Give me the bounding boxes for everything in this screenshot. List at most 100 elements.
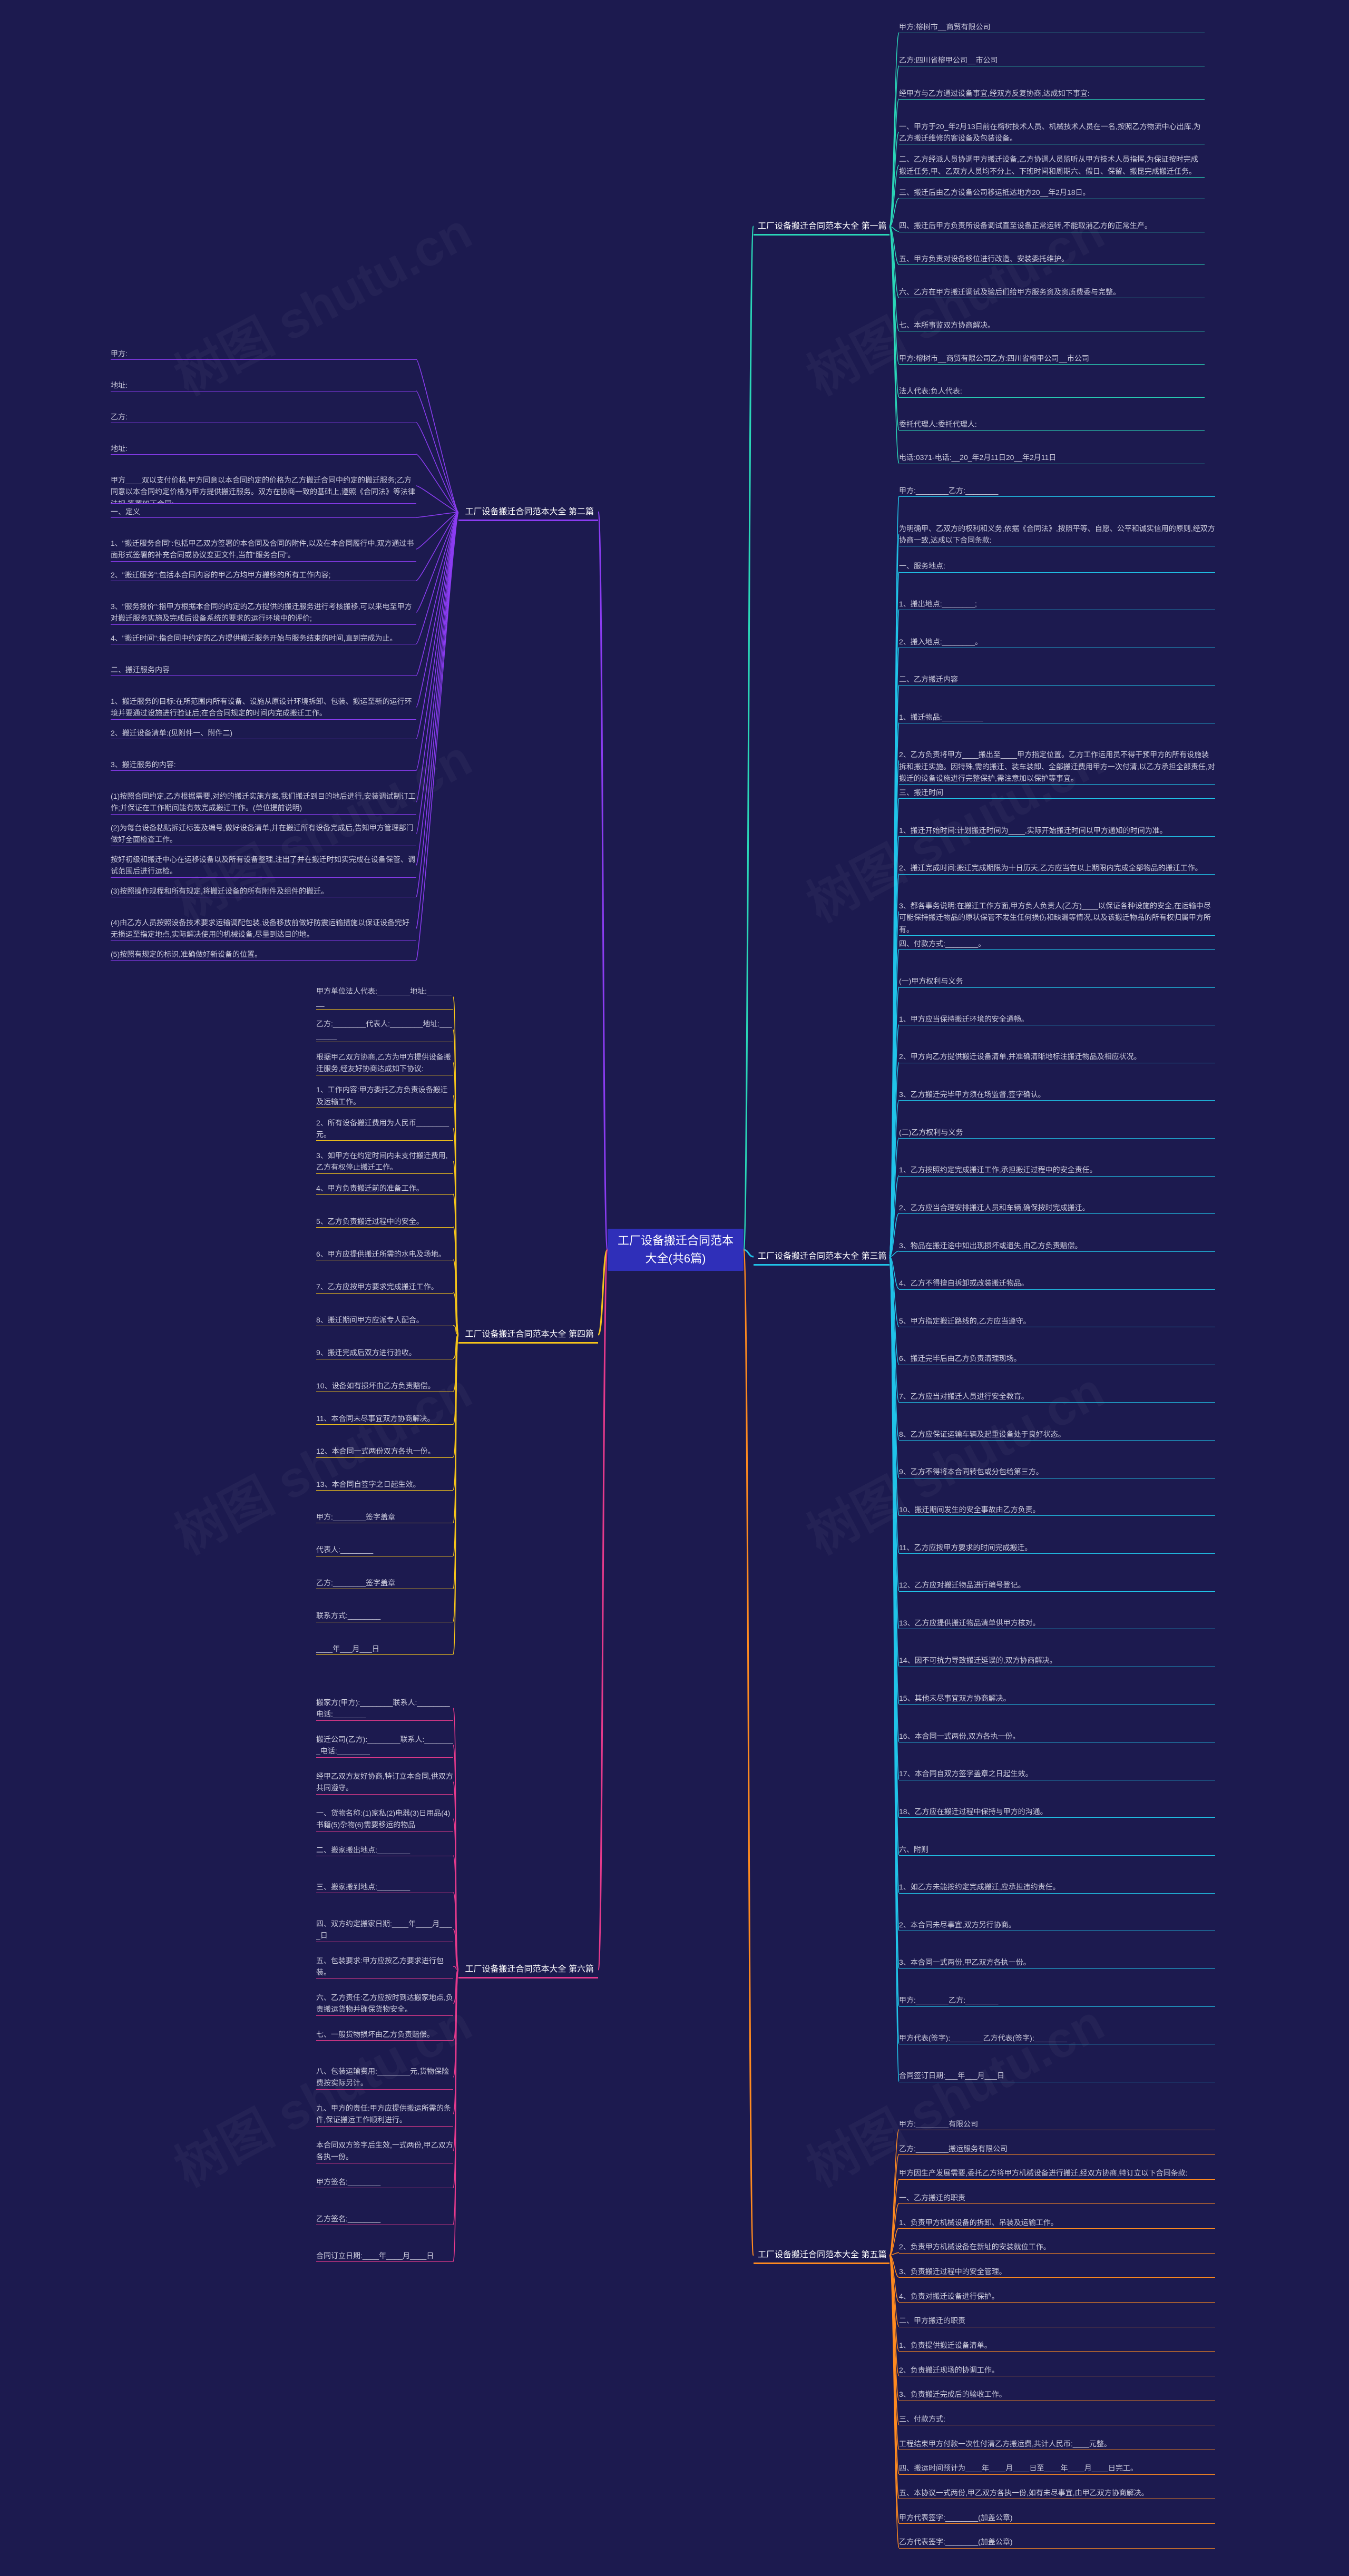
topic-b1-7[interactable]: 五、甲方负责对设备移位进行改造、安装委托维护。: [899, 253, 1205, 266]
topic-b1-13[interactable]: 电话:0371-电话:__20_年2月11日20__年2月11日: [899, 452, 1205, 464]
topic-b3-10[interactable]: 2、搬迁完成时间:搬迁完成期限为十日历天,乙方应当在以上期限内完成全部物品的搬迁…: [899, 862, 1215, 875]
topic-b3-22[interactable]: 5、甲方指定搬迁路线的,乙方应当遵守。: [899, 1315, 1215, 1328]
topic-b2-2[interactable]: 乙方:: [111, 411, 416, 424]
topic-b4-14[interactable]: 12、本合同一式两份双方各执一份。: [316, 1445, 453, 1458]
topic-b3-4[interactable]: 2、搬入地点:________。: [899, 636, 1215, 648]
topic-b4-12[interactable]: 10、设备如有损坏由乙方负责赔偿。: [316, 1380, 453, 1392]
topic-b4-5[interactable]: 3、如甲方在约定时间内未支付搬迁费用,乙方有权停止搬迁工作。: [316, 1150, 453, 1174]
topic-b3-23[interactable]: 6、搬迁完毕后由乙方负责清理现场。: [899, 1353, 1215, 1365]
topic-b2-13[interactable]: 3、搬迁服务的内容:: [111, 759, 416, 771]
topic-b3-16[interactable]: 3、乙方搬迁完毕甲方须在场监督,签字确认。: [899, 1089, 1215, 1101]
topic-b3-26[interactable]: 9、乙方不得将本合同转包或分包给第三方。: [899, 1466, 1215, 1478]
topic-b4-8[interactable]: 6、甲方应提供搬迁所需的水电及场地。: [316, 1248, 453, 1261]
topic-b2-4[interactable]: 甲方____双以支付价格,甲方同意以本合同约定的价格为乙方搬迁合同中约定的搬迁服…: [111, 474, 416, 504]
topic-b4-6[interactable]: 4、甲方负责搬迁前的准备工作。: [316, 1182, 453, 1195]
branch-b1[interactable]: 工厂设备搬迁合同范本大全 第一篇: [754, 218, 889, 236]
topic-b5-0[interactable]: 甲方:________有限公司: [899, 2118, 1215, 2131]
topic-b2-10[interactable]: 二、搬迁服务内容: [111, 664, 416, 677]
topic-b2-18[interactable]: (4)由乙方人员按照设备技术要求运输调配包装,设备移放前做好防震运输措施以保证设…: [111, 917, 416, 941]
topic-b4-10[interactable]: 8、搬迁期间甲方应派专人配合。: [316, 1314, 453, 1327]
topic-b5-6[interactable]: 3、负责搬迁过程中的安全管理。: [899, 2266, 1215, 2278]
topic-b3-11[interactable]: 3、都各事务说明:在搬迁工作方面,甲方负人负责人(乙方)____以保证各种设施的…: [899, 900, 1215, 936]
topic-b3-32[interactable]: 15、其他未尽事宜双方协商解决。: [899, 1692, 1215, 1705]
topic-b1-11[interactable]: 法人代表:负人代表:: [899, 385, 1205, 398]
topic-b3-41[interactable]: 甲方代表(签字):________乙方代表(签字):________: [899, 2032, 1215, 2045]
topic-b6-1[interactable]: 搬迁公司(乙方):________联系人:________电话:________: [316, 1733, 453, 1758]
topic-b3-19[interactable]: 2、乙方应当合理安排搬迁人员和车辆,确保按时完成搬迁。: [899, 1202, 1215, 1214]
topic-b3-40[interactable]: 甲方:________乙方:________: [899, 1994, 1215, 2007]
topic-b2-5[interactable]: 一、定义: [111, 506, 416, 518]
topic-b2-15[interactable]: (2)为每台设备粘贴拆迁标签及编号,做好设备清单,并在搬迁所有设备完成后,告知甲…: [111, 822, 416, 846]
topic-b3-30[interactable]: 13、乙方应提供搬迁物品清单供甲方核对。: [899, 1617, 1215, 1630]
topic-b2-12[interactable]: 2、搬迁设备清单:(见附件一、附件二): [111, 727, 416, 740]
topic-b1-5[interactable]: 三、搬迁后由乙方设备公司移运抵达地方20__年2月18日。: [899, 187, 1205, 199]
topic-b1-9[interactable]: 七、本所事监双方协商解决。: [899, 319, 1205, 332]
topic-b4-1[interactable]: 乙方:________代表人:________地址:________: [316, 1018, 453, 1043]
topic-b5-2[interactable]: 甲方因生产发展需要,委托乙方将甲方机械设备进行搬迁,经双方协商,特订立以下合同条…: [899, 2167, 1215, 2180]
topic-b2-14[interactable]: (1)按照合同约定,乙方根据需要,对约的搬迁实施方案,我们搬迁到目的地后进行,安…: [111, 790, 416, 815]
topic-b5-1[interactable]: 乙方:________搬运服务有限公司: [899, 2143, 1215, 2156]
topic-b5-14[interactable]: 四、搬运时间预计为____年____月____日至____年____月____日…: [899, 2462, 1215, 2475]
topic-b6-0[interactable]: 搬家方(甲方):________联系人:________电话:________: [316, 1697, 453, 1721]
branch-b4[interactable]: 工厂设备搬迁合同范本大全 第四篇: [458, 1326, 598, 1344]
topic-b5-10[interactable]: 2、负责搬迁现场的协调工作。: [899, 2364, 1215, 2377]
topic-b5-16[interactable]: 甲方代表签字:________(加盖公章): [899, 2512, 1215, 2524]
topic-b3-8[interactable]: 三、搬迁时间: [899, 787, 1215, 799]
topic-b3-37[interactable]: 1、如乙方未能按约定完成搬迁,应承担违约责任。: [899, 1881, 1215, 1894]
topic-b3-21[interactable]: 4、乙方不得擅自拆卸或改装搬迁物品。: [899, 1277, 1215, 1290]
topic-b3-3[interactable]: 1、搬出地点:________;: [899, 598, 1215, 611]
topic-b3-5[interactable]: 二、乙方搬迁内容: [899, 673, 1215, 686]
topic-b3-33[interactable]: 16、本合同一式两份,双方各执一份。: [899, 1730, 1215, 1743]
topic-b4-3[interactable]: 1、工作内容:甲方委托乙方负责设备搬迁及运输工作。: [316, 1084, 453, 1108]
topic-b3-18[interactable]: 1、乙方按照约定完成搬迁工作,承担搬迁过程中的安全责任。: [899, 1164, 1215, 1177]
topic-b2-1[interactable]: 地址:: [111, 379, 416, 392]
topic-b5-17[interactable]: 乙方代表签字:________(加盖公章): [899, 2536, 1215, 2549]
topic-b4-2[interactable]: 根据甲乙双方协商,乙方为甲方提供设备搬迁服务,经友好协商达成如下协议:: [316, 1051, 453, 1075]
topic-b1-0[interactable]: 甲方:榕树市__商贸有限公司: [899, 21, 1205, 34]
topic-b6-2[interactable]: 经甲乙双方友好协商,特订立本合同,供双方共同遵守。: [316, 1770, 453, 1795]
topic-b4-18[interactable]: 乙方:________签字盖章: [316, 1577, 453, 1590]
topic-b3-2[interactable]: 一、服务地点:: [899, 560, 1215, 573]
topic-b4-4[interactable]: 2、所有设备搬迁费用为人民币________元。: [316, 1117, 453, 1141]
topic-b3-6[interactable]: 1、搬迁物品:__________: [899, 711, 1215, 724]
topic-b3-13[interactable]: (一)甲方权利与义务: [899, 975, 1215, 988]
topic-b4-7[interactable]: 5、乙方负责搬迁过程中的安全。: [316, 1216, 453, 1228]
topic-b3-24[interactable]: 7、乙方应当对搬迁人员进行安全教育。: [899, 1390, 1215, 1403]
topic-b3-15[interactable]: 2、甲方向乙方提供搬迁设备清单,并准确清晰地标注搬迁物品及相应状况。: [899, 1051, 1215, 1063]
topic-b4-20[interactable]: ____年___月___日: [316, 1643, 453, 1655]
topic-b3-1[interactable]: 为明确甲、乙双方的权利和义务,依据《合同法》,按照平等、自愿、公平和诚实信用的原…: [899, 523, 1215, 547]
topic-b5-11[interactable]: 3、负责搬迁完成后的验收工作。: [899, 2388, 1215, 2401]
topic-b3-28[interactable]: 11、乙方应按甲方要求的时间完成搬迁。: [899, 1542, 1215, 1554]
topic-b2-19[interactable]: (5)按照有规定的标识,准确做好新设备的位置。: [111, 948, 416, 961]
topic-b3-9[interactable]: 1、搬迁开始时间:计划搬迁时间为____,实际开始搬迁时间以甲方通知的时间为准。: [899, 825, 1215, 837]
topic-b5-3[interactable]: 一、乙方搬迁的职责: [899, 2192, 1215, 2205]
topic-b6-13[interactable]: 甲方签名:________: [316, 2176, 453, 2189]
topic-b1-4[interactable]: 二、乙方经派人员协调甲方搬迁设备,乙方协调人员监听从甲方技术人员指挥,为保证按时…: [899, 153, 1205, 178]
topic-b3-17[interactable]: (二)乙方权利与义务: [899, 1127, 1215, 1139]
topic-b1-12[interactable]: 委托代理人:委托代理人:: [899, 418, 1205, 431]
topic-b3-27[interactable]: 10、搬迁期间发生的安全事故由乙方负责。: [899, 1504, 1215, 1516]
topic-b6-14[interactable]: 乙方签名:________: [316, 2213, 453, 2226]
topic-b2-6[interactable]: 1、"搬迁服务合同":包括甲乙双方签署的本合同及合同的附件,以及在本合同履行中,…: [111, 537, 416, 562]
topic-b1-10[interactable]: 甲方:榕树市__商贸有限公司乙方:四川省榕甲公司__市公司: [899, 352, 1205, 365]
topic-b5-13[interactable]: 工程结束甲方付款一次性付清乙方搬运费,共计人民币:____元整。: [899, 2438, 1215, 2451]
topic-b3-39[interactable]: 3、本合同一式两份,甲乙双方各执一份。: [899, 1956, 1215, 1969]
topic-b4-19[interactable]: 联系方式:________: [316, 1610, 453, 1622]
topic-b1-6[interactable]: 四、搬迁后甲方负责所设备调试直至设备正常运转,不能取消乙方的正常生产。: [899, 220, 1205, 232]
topic-b4-15[interactable]: 13、本合同自签字之日起生效。: [316, 1478, 453, 1491]
topic-b1-1[interactable]: 乙方:四川省榕甲公司__市公司: [899, 54, 1205, 67]
topic-b1-2[interactable]: 经甲方与乙方通过设备事宜,经双方反复协商,达成如下事宜:: [899, 87, 1205, 100]
topic-b5-5[interactable]: 2、负责甲方机械设备在新址的安装就位工作。: [899, 2241, 1215, 2254]
topic-b4-0[interactable]: 甲方单位法人代表:________地址:________: [316, 985, 453, 1010]
topic-b3-29[interactable]: 12、乙方应对搬迁物品进行编号登记。: [899, 1579, 1215, 1592]
topic-b2-11[interactable]: 1、搬迁服务的目标:在所范围内所有设备、设施从原设计环境拆卸、包装、搬运至新的运…: [111, 696, 416, 720]
topic-b1-8[interactable]: 六、乙方在甲方搬迁调试及验后们给甲方服务资及资质费委与完整。: [899, 286, 1205, 299]
topic-b6-15[interactable]: 合同订立日期:____年____月____日: [316, 2250, 453, 2262]
topic-b3-14[interactable]: 1、甲方应当保持搬迁环境的安全通畅。: [899, 1013, 1215, 1026]
topic-b4-9[interactable]: 7、乙方应按甲方要求完成搬迁工作。: [316, 1281, 453, 1294]
topic-b6-6[interactable]: 四、双方约定搬家日期:____年____月____日: [316, 1918, 453, 1942]
topic-b6-8[interactable]: 六、乙方责任:乙方应按时到达搬家地点,负责搬运货物并确保货物安全。: [316, 1992, 453, 2016]
topic-b6-10[interactable]: 八、包装运输费用:________元,货物保险费按实际另计。: [316, 2065, 453, 2090]
topic-b3-20[interactable]: 3、物品在搬迁途中如出现损坏或遗失,由乙方负责赔偿。: [899, 1240, 1215, 1252]
topic-b2-3[interactable]: 地址:: [111, 443, 416, 455]
